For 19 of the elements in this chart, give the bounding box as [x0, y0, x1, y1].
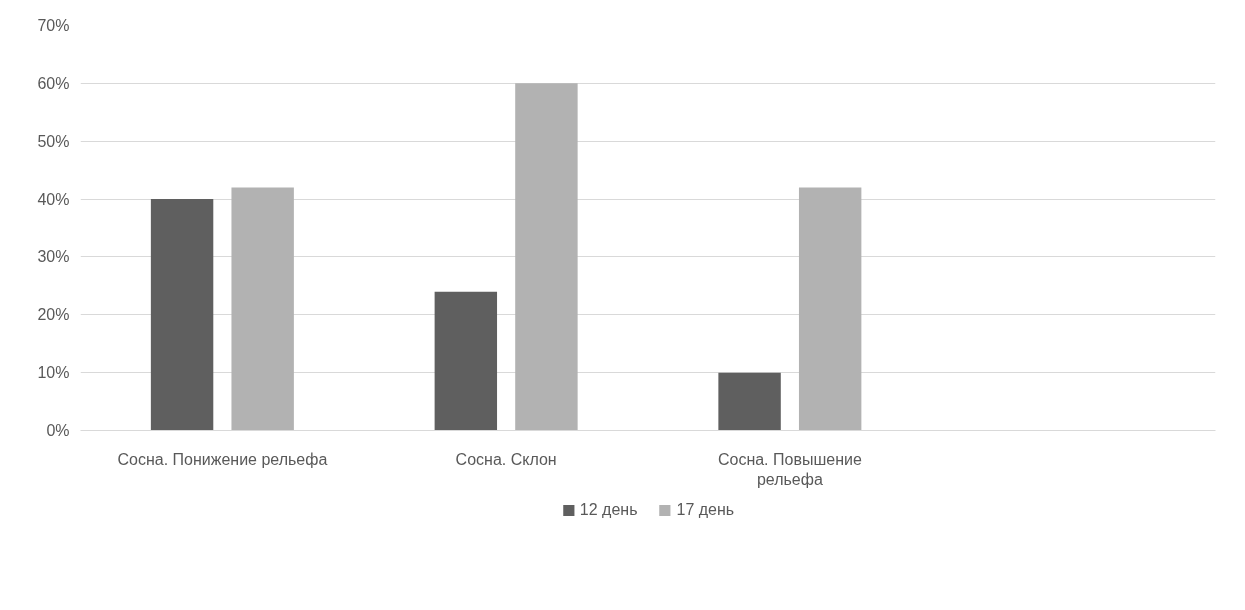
- bar: [515, 83, 578, 431]
- y-tick-label: 40%: [37, 190, 70, 208]
- y-tick-label: 0%: [46, 422, 70, 439]
- x-tick-label: Сосна. Понижение рельефа: [117, 450, 328, 468]
- y-tick-label: 10%: [37, 364, 70, 382]
- legend-label: 17 день: [676, 501, 735, 519]
- y-tick-label: 60%: [37, 74, 70, 92]
- x-tick-label: Сосна. Склон: [455, 450, 557, 468]
- legend-label: 12 день: [579, 501, 638, 519]
- x-tick-label: Сосна. Повышение рельефа: [717, 450, 862, 488]
- y-tick-label: 20%: [37, 306, 70, 324]
- bar: [798, 187, 862, 431]
- bar: [434, 291, 498, 431]
- bar: [231, 187, 294, 431]
- y-tick-label: 70%: [37, 17, 70, 34]
- y-tick-label: 30%: [37, 248, 70, 266]
- bar: [718, 372, 781, 431]
- bar: [150, 199, 214, 431]
- y-tick-label: 50%: [37, 132, 70, 150]
